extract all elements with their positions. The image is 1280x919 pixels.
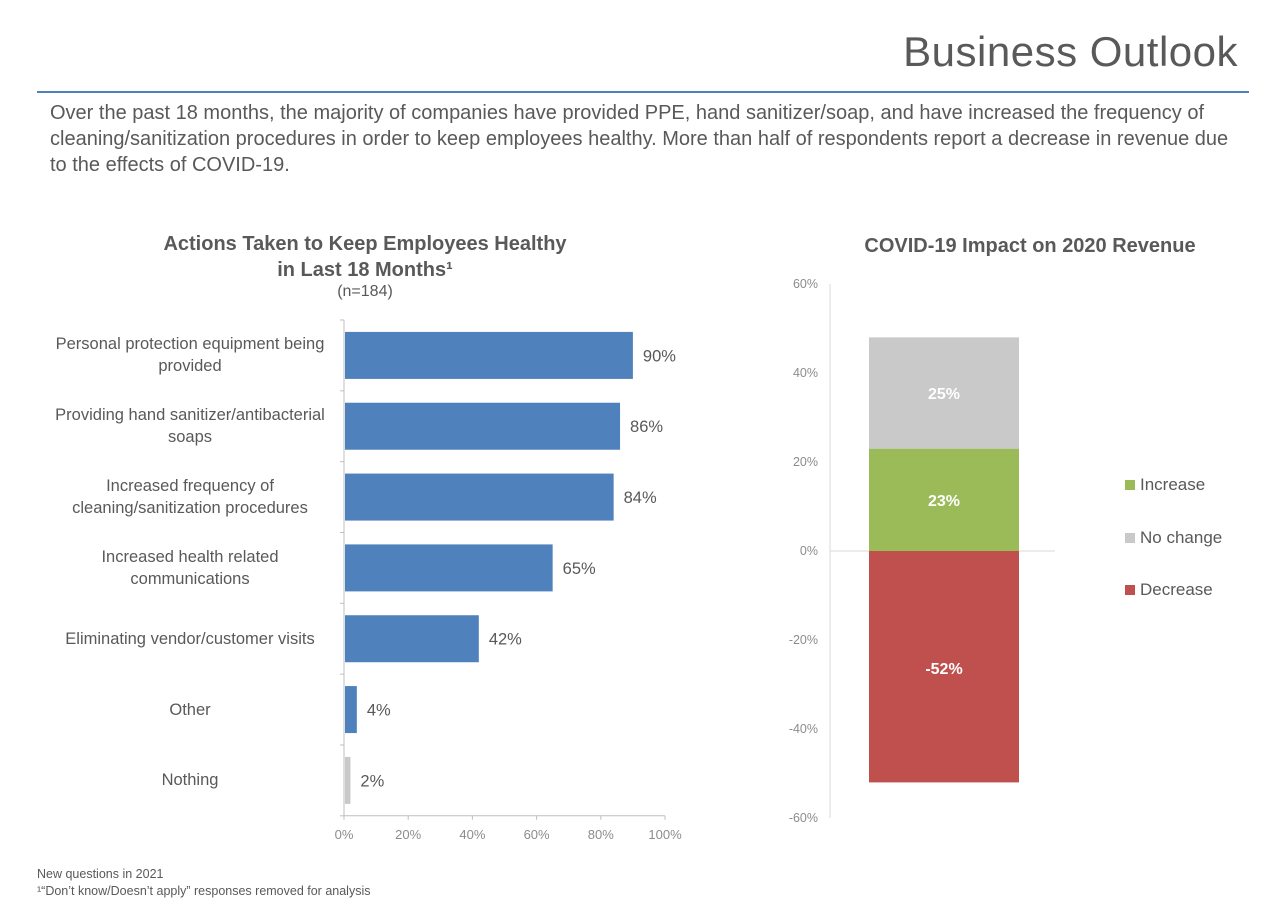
legend-swatch-no-change [1125, 532, 1135, 543]
actions-x-tick-label: 80% [588, 827, 614, 842]
revenue-segment [869, 448, 1019, 551]
revenue-y-tick-label: 20% [793, 455, 818, 469]
actions-bar [345, 544, 553, 592]
actions-x-tick-label: 20% [395, 827, 421, 842]
actions-x-tick-label: 60% [524, 827, 550, 842]
revenue-y-tick-label: -60% [789, 811, 818, 825]
category-label: Personal protection equipment being prov… [55, 335, 325, 376]
title-divider [37, 91, 1249, 93]
actions-bar [345, 756, 351, 804]
actions-chart-title-line2: in Last 18 Months¹ [277, 259, 453, 281]
actions-bar [345, 402, 621, 450]
revenue-y-tick-label: 0% [800, 544, 818, 558]
legend-swatch-increase [1125, 480, 1135, 490]
intro-text: Over the past 18 months, the majority of… [50, 102, 1229, 176]
actions-bar [345, 331, 633, 379]
actions-data-label: 86% [630, 418, 663, 436]
actions-chart-title-line1: Actions Taken to Keep Employees Healthy [163, 233, 567, 255]
revenue-legend: Increase No change Decrease [1125, 472, 1222, 630]
actions-data-label: 65% [563, 560, 596, 578]
category-label: Other [169, 700, 211, 719]
legend-item-decrease: Decrease [1125, 577, 1222, 603]
actions-bar [345, 686, 357, 734]
actions-chart-title: Actions Taken to Keep Employees Healthy … [120, 231, 610, 283]
footnote-dont-know: ¹“Don’t know/Doesn’t apply” responses re… [37, 884, 371, 898]
legend-label-decrease: Decrease [1140, 580, 1213, 599]
actions-chart-subtitle: (n=184) [337, 283, 393, 300]
actions-data-label: 4% [367, 702, 391, 720]
actions-x-tick-label: 0% [335, 827, 354, 842]
legend-swatch-decrease [1125, 585, 1135, 595]
actions-bar [345, 615, 479, 663]
footnotes: New questions in 2021 ¹“Don’t know/Doesn… [37, 866, 370, 900]
legend-item-no-change: No change [1125, 525, 1222, 551]
category-label: Providing hand sanitizer/antibacterial s… [55, 406, 325, 447]
revenue-segment [869, 551, 1019, 783]
actions-bar [345, 473, 614, 521]
revenue-y-tick-label: 40% [793, 366, 818, 380]
legend-item-increase: Increase [1125, 472, 1222, 498]
revenue-segment-label: -52% [925, 661, 962, 678]
actions-x-tick-label: 100% [648, 827, 682, 842]
revenue-y-tick-label: -40% [789, 722, 818, 736]
actions-x-tick-label: 40% [459, 827, 485, 842]
revenue-y-tick-label: -20% [789, 633, 818, 647]
page-title: Business Outlook [903, 28, 1238, 75]
category-label: Increased frequency of cleaning/sanitiza… [72, 477, 308, 518]
revenue-segment [869, 337, 1019, 449]
category-label: Increased health related communications [101, 547, 279, 588]
footnote-new-questions: New questions in 2021 [37, 867, 164, 881]
revenue-segment-label: 25% [928, 386, 960, 403]
revenue-chart-title: COVID-19 Impact on 2020 Revenue [864, 235, 1196, 257]
legend-label-no-change: No change [1140, 527, 1223, 547]
revenue-segment-label: 23% [928, 493, 960, 510]
actions-data-label: 90% [643, 347, 676, 365]
actions-data-label: 84% [624, 489, 657, 507]
category-label: Eliminating vendor/customer visits [65, 629, 315, 648]
legend-label-increase: Increase [1140, 475, 1206, 494]
actions-data-label: 42% [489, 631, 522, 649]
category-label: Nothing [161, 771, 219, 790]
revenue-y-tick-label: 60% [793, 277, 818, 291]
actions-data-label: 2% [360, 772, 384, 790]
